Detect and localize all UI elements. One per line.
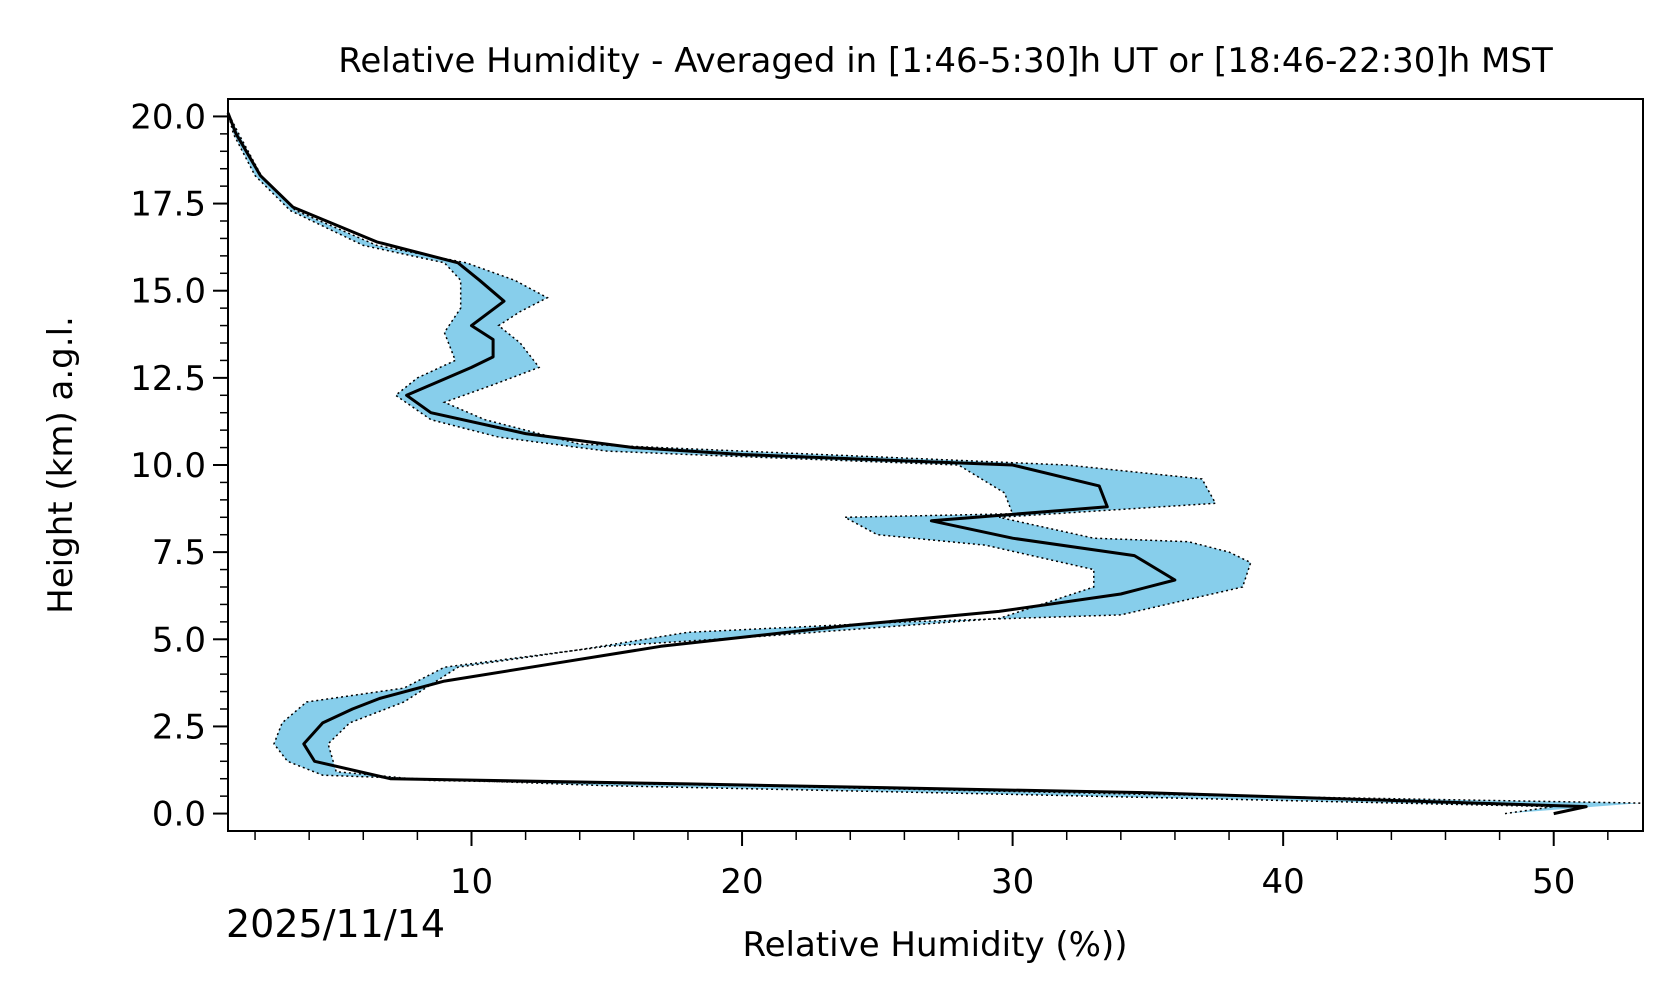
y-tick-label: 20.0	[130, 97, 206, 137]
series-mean-line	[226, 112, 1588, 816]
series-upper-line	[227, 112, 1641, 804]
axis-ticks: 0.0 2.5 5.0 7.5 10.0 12.5 15.0 17.5 20.0 10 20 30 40…	[130, 97, 1609, 902]
y-axis-label: Height (km) a.g.l.	[41, 316, 81, 614]
y-tick-label: 5.0	[152, 620, 206, 660]
date-label: 2025/11/14	[226, 902, 445, 946]
chart-title: Relative Humidity - Averaged in [1:46-5:…	[338, 41, 1553, 81]
y-tick-label: 7.5	[152, 533, 206, 573]
plot-area	[226, 112, 1641, 816]
y-tick-label: 17.5	[130, 185, 206, 225]
x-tick-label: 10	[450, 862, 493, 902]
x-tick-label: 40	[1262, 862, 1305, 902]
x-tick-label: 30	[991, 862, 1034, 902]
y-tick-label: 12.5	[130, 359, 206, 399]
y-tick-label: 0.0	[152, 795, 206, 835]
x-tick-label: 20	[720, 862, 763, 902]
x-axis-label: Relative Humidity (%))	[743, 925, 1128, 965]
x-tick-label: 50	[1532, 862, 1575, 902]
y-tick-label: 10.0	[130, 446, 206, 486]
plot-frame	[227, 98, 1644, 832]
y-tick-label: 15.0	[130, 272, 206, 312]
y-tick-label: 2.5	[152, 707, 206, 747]
